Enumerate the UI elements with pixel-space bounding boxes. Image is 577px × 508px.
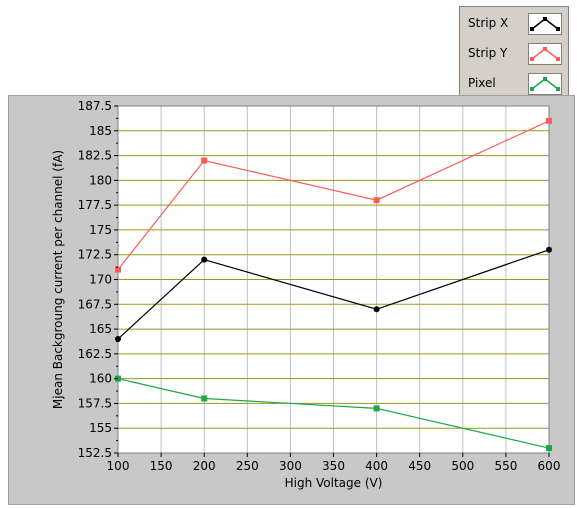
x-tick-label: 300	[279, 459, 302, 473]
x-tick-label: 400	[365, 459, 388, 473]
legend: Strip X Strip Y Pixel	[459, 6, 569, 98]
line-chart: 152.5 155 157.5 160 162.5 165 167.5 170 172.5 175…	[51, 99, 561, 490]
y-tick-label: 167.5	[78, 297, 112, 311]
data-point[interactable]	[546, 445, 552, 452]
x-tick-label: 250	[236, 459, 259, 473]
x-tick-label: 150	[150, 459, 173, 473]
legend-label: Strip X	[468, 16, 509, 30]
data-point[interactable]	[115, 335, 121, 342]
x-tick-label: 500	[451, 459, 474, 473]
x-tick-label: 600	[538, 459, 561, 473]
series-line	[117, 378, 550, 449]
data-point[interactable]	[373, 197, 380, 204]
x-tick-label: 550	[494, 459, 517, 473]
line-marker-icon	[530, 77, 560, 91]
legend-swatch-icon	[528, 73, 562, 95]
legend-label: Strip Y	[468, 46, 508, 60]
line-marker-icon	[530, 47, 560, 61]
data-point[interactable]	[201, 157, 208, 164]
y-axis: 152.5 155 157.5 160 162.5 165 167.5 170 172.5 175…	[78, 99, 118, 460]
legend-item-strip-y[interactable]: Strip Y	[460, 39, 570, 69]
legend-item-pixel[interactable]: Pixel	[460, 69, 570, 99]
y-tick-label: 187.5	[78, 99, 112, 113]
data-point[interactable]	[201, 256, 208, 263]
grid	[117, 105, 550, 454]
y-tick-label: 172.5	[78, 248, 112, 262]
y-tick-label: 160	[89, 372, 112, 386]
data-point[interactable]	[373, 306, 380, 313]
series-layer	[115, 117, 552, 452]
y-tick-label: 170	[89, 273, 112, 287]
x-axis: 100 150 200 250 300 350 400 450 500 550 600	[107, 453, 561, 473]
x-tick-label: 350	[322, 459, 345, 473]
y-axis-title: Mjean Backgroung current per channel (fA…	[51, 150, 65, 409]
y-tick-label: 165	[89, 322, 112, 336]
x-tick-label: 100	[107, 459, 130, 473]
y-tick-label: 152.5	[78, 446, 112, 460]
y-tick-label: 182.5	[78, 149, 112, 163]
data-point[interactable]	[546, 246, 552, 253]
y-tick-label: 185	[89, 124, 112, 138]
data-point[interactable]	[115, 266, 121, 273]
series-line	[117, 249, 550, 340]
legend-swatch-icon	[528, 13, 562, 35]
data-point[interactable]	[546, 117, 552, 124]
line-marker-icon	[530, 17, 560, 31]
series-strip-y[interactable]	[115, 117, 552, 273]
series-strip-x[interactable]	[115, 246, 552, 342]
y-tick-label: 155	[89, 421, 112, 435]
x-tick-label: 200	[193, 459, 216, 473]
series-line	[117, 120, 550, 270]
y-tick-label: 175	[89, 223, 112, 237]
legend-label: Pixel	[468, 76, 496, 90]
x-axis-title: High Voltage (V)	[285, 476, 383, 490]
chart-panel: 152.5 155 157.5 160 162.5 165 167.5 170 172.5 175…	[8, 95, 575, 505]
x-tick-label: 450	[408, 459, 431, 473]
legend-swatch-icon	[528, 43, 562, 65]
y-tick-label: 177.5	[78, 198, 112, 212]
data-point[interactable]	[373, 405, 380, 412]
y-tick-label: 157.5	[78, 396, 112, 410]
data-point[interactable]	[201, 395, 208, 402]
y-tick-label: 162.5	[78, 347, 112, 361]
y-tick-label: 180	[89, 173, 112, 187]
legend-item-strip-x[interactable]: Strip X	[460, 9, 570, 39]
